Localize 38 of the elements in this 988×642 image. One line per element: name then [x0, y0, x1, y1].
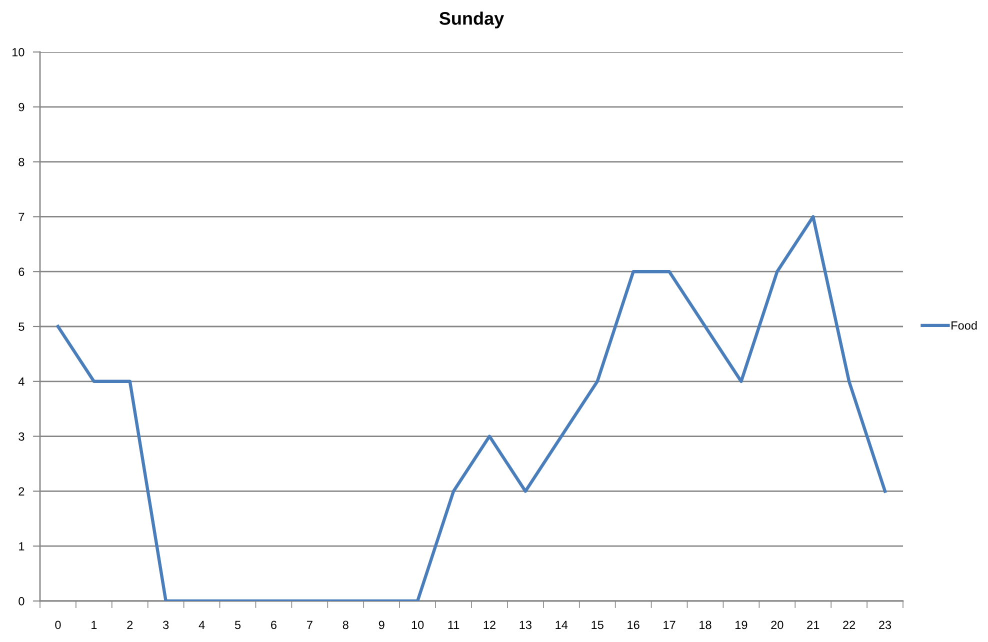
x-tick-label: 10 — [412, 620, 424, 630]
y-tick-label: 10 — [12, 48, 24, 56]
x-tick-label: 12 — [484, 620, 496, 629]
x-tick-label: 9 — [378, 620, 384, 630]
y-tick-label: 4 — [18, 378, 24, 386]
x-tick-label: 0 — [55, 620, 61, 630]
x-tick-label: 7 — [307, 620, 312, 629]
y-tick-label: 2 — [18, 487, 24, 496]
y-tick-label: 7 — [18, 212, 24, 221]
y-tick-label: 9 — [18, 102, 24, 112]
x-tick-label: 13 — [520, 620, 532, 630]
legend-label: Food — [952, 320, 977, 330]
x-tick-label: 19 — [736, 620, 748, 630]
y-tick-label: 8 — [18, 158, 24, 166]
y-tick-label: 5 — [18, 322, 24, 331]
x-tick-label: 1 — [92, 620, 97, 629]
x-tick-label: 17 — [664, 620, 676, 629]
chart-title: Sunday — [439, 12, 504, 28]
x-tick-label: 14 — [556, 620, 568, 629]
x-tick-label: 5 — [234, 620, 241, 630]
x-tick-label: 4 — [198, 620, 205, 629]
x-tick-label: 3 — [163, 620, 169, 630]
x-tick-label: 15 — [592, 620, 604, 630]
line-series — [56, 215, 887, 601]
x-tick-label: 23 — [879, 620, 892, 630]
x-tick-label: 8 — [342, 620, 348, 630]
y-tick-label: 1 — [19, 542, 24, 550]
y-tick-label: 6 — [18, 268, 24, 276]
x-tick-label: 11 — [448, 620, 460, 629]
x-tick-label: 2 — [127, 620, 133, 629]
x-tick-label: 16 — [628, 620, 640, 630]
x-tick-label: 18 — [700, 620, 712, 630]
x-tick-label: 22 — [843, 620, 856, 629]
y-tick-label: 3 — [18, 432, 24, 441]
x-tick-label: 20 — [771, 620, 784, 630]
y-tick-label: 0 — [18, 597, 24, 606]
x-tick-label: 21 — [807, 620, 820, 629]
x-tick-label: 6 — [271, 620, 276, 630]
